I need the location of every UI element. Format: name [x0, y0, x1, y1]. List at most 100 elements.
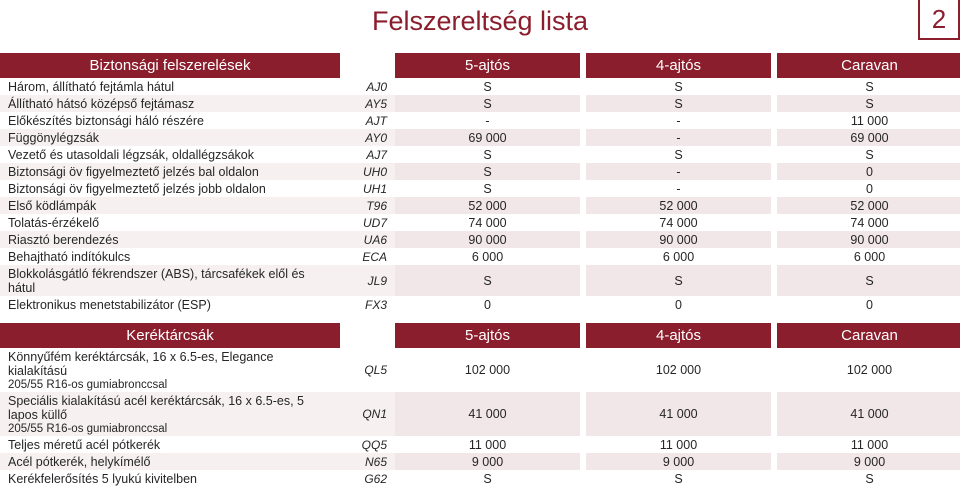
row-code: UD7	[340, 214, 395, 231]
row-label: Könnyűfém keréktárcsák, 16 x 6.5-es, Ele…	[0, 348, 340, 392]
row-value: S	[395, 78, 580, 95]
row-value: 11 000	[586, 436, 771, 453]
row-value: 102 000	[586, 348, 771, 392]
table-row: Biztonsági öv figyelmeztető jelzés jobb …	[0, 180, 960, 197]
page-header: Felszereltség lista 2	[0, 0, 960, 47]
table-row: Kerékfelerősítés 5 lyukú kivitelbenG62SS…	[0, 470, 960, 487]
row-value: 9 000	[777, 453, 960, 470]
row-value: S	[395, 265, 580, 296]
row-code: AY5	[340, 95, 395, 112]
row-value: S	[777, 95, 960, 112]
col-header: 5-ajtós	[395, 323, 580, 348]
row-value: 6 000	[777, 248, 960, 265]
table-row: Riasztó berendezésUA690 00090 00090 000	[0, 231, 960, 248]
row-value: 6 000	[586, 248, 771, 265]
row-value: 11 000	[395, 436, 580, 453]
row-value: 0	[777, 163, 960, 180]
row-code: QL5	[340, 348, 395, 392]
row-label: Függönylégzsák	[0, 129, 340, 146]
row-value: -	[586, 129, 771, 146]
table-row: Blokkolásgátló fékrendszer (ABS), tárcsa…	[0, 265, 960, 296]
page-number: 2	[932, 4, 946, 35]
table-row: FüggönylégzsákAY069 000-69 000	[0, 129, 960, 146]
row-value: 74 000	[586, 214, 771, 231]
row-value: 52 000	[395, 197, 580, 214]
row-code: T96	[340, 197, 395, 214]
row-value: 9 000	[586, 453, 771, 470]
row-value: 0	[777, 296, 960, 313]
row-value: S	[586, 95, 771, 112]
table-row: Állítható hátsó középső fejtámaszAY5SSS	[0, 95, 960, 112]
row-value: 69 000	[395, 129, 580, 146]
table-row: Elektronikus menetstabilizátor (ESP)FX30…	[0, 296, 960, 313]
row-value: 0	[395, 296, 580, 313]
row-value: S	[586, 78, 771, 95]
col-header: 4-ajtós	[586, 323, 771, 348]
section-title: Biztonsági felszerelések	[0, 53, 340, 78]
row-label: Első ködlámpák	[0, 197, 340, 214]
row-label: Biztonsági öv figyelmeztető jelzés bal o…	[0, 163, 340, 180]
row-label: Acél pótkerék, helykímélő	[0, 453, 340, 470]
row-value: S	[777, 265, 960, 296]
row-value: 41 000	[777, 392, 960, 436]
table-row: Vezető és utasoldali légzsák, oldallégzs…	[0, 146, 960, 163]
row-value: 69 000	[777, 129, 960, 146]
row-label: Vezető és utasoldali légzsák, oldallégzs…	[0, 146, 340, 163]
row-code: AJ7	[340, 146, 395, 163]
row-code: UH1	[340, 180, 395, 197]
row-value: 52 000	[777, 197, 960, 214]
row-value: S	[777, 146, 960, 163]
row-code: JL9	[340, 265, 395, 296]
row-value: 6 000	[395, 248, 580, 265]
row-code: UH0	[340, 163, 395, 180]
row-value: 90 000	[586, 231, 771, 248]
row-value: S	[395, 180, 580, 197]
row-label: Biztonsági öv figyelmeztető jelzés jobb …	[0, 180, 340, 197]
row-value: 90 000	[395, 231, 580, 248]
row-code: AJT	[340, 112, 395, 129]
section-header: Keréktárcsák5-ajtós4-ajtósCaravan	[0, 323, 960, 348]
row-value: S	[777, 470, 960, 487]
table-row: Három, állítható fejtámla hátulAJ0SSS	[0, 78, 960, 95]
row-value: 90 000	[777, 231, 960, 248]
row-label: Blokkolásgátló fékrendszer (ABS), tárcsa…	[0, 265, 340, 296]
row-value: 11 000	[777, 436, 960, 453]
row-value: 41 000	[586, 392, 771, 436]
row-value: 0	[777, 180, 960, 197]
equipment-table: Biztonsági felszerelések5-ajtós4-ajtósCa…	[0, 53, 960, 487]
page-number-box: 2	[918, 0, 960, 40]
row-code: N65	[340, 453, 395, 470]
table-row: Behajtható indítókulcsECA6 0006 0006 000	[0, 248, 960, 265]
row-value: 52 000	[586, 197, 771, 214]
section-title: Keréktárcsák	[0, 323, 340, 348]
row-value: -	[586, 163, 771, 180]
row-value: S	[395, 95, 580, 112]
section-header: Biztonsági felszerelések5-ajtós4-ajtósCa…	[0, 53, 960, 78]
row-value: S	[586, 470, 771, 487]
row-value: 102 000	[777, 348, 960, 392]
table-row: Biztonsági öv figyelmeztető jelzés bal o…	[0, 163, 960, 180]
col-header: Caravan	[777, 53, 960, 78]
row-value: 74 000	[395, 214, 580, 231]
col-header: 4-ajtós	[586, 53, 771, 78]
row-label: Elektronikus menetstabilizátor (ESP)	[0, 296, 340, 313]
row-value: S	[586, 265, 771, 296]
row-value: 74 000	[777, 214, 960, 231]
row-code: QN1	[340, 392, 395, 436]
row-value: S	[395, 163, 580, 180]
row-label: Előkészítés biztonsági háló részére	[0, 112, 340, 129]
row-value: -	[395, 112, 580, 129]
table-row: Könnyűfém keréktárcsák, 16 x 6.5-es, Ele…	[0, 348, 960, 392]
row-value: S	[777, 78, 960, 95]
row-value: S	[395, 470, 580, 487]
row-value: 102 000	[395, 348, 580, 392]
row-label: Állítható hátsó középső fejtámasz	[0, 95, 340, 112]
row-code: QQ5	[340, 436, 395, 453]
table-row: Előkészítés biztonsági háló részéreAJT--…	[0, 112, 960, 129]
table-row: Tolatás-érzékelőUD774 00074 00074 000	[0, 214, 960, 231]
row-label: Tolatás-érzékelő	[0, 214, 340, 231]
row-value: S	[586, 146, 771, 163]
row-code: UA6	[340, 231, 395, 248]
table-row: Acél pótkerék, helykímélőN659 0009 0009 …	[0, 453, 960, 470]
row-value: S	[395, 146, 580, 163]
